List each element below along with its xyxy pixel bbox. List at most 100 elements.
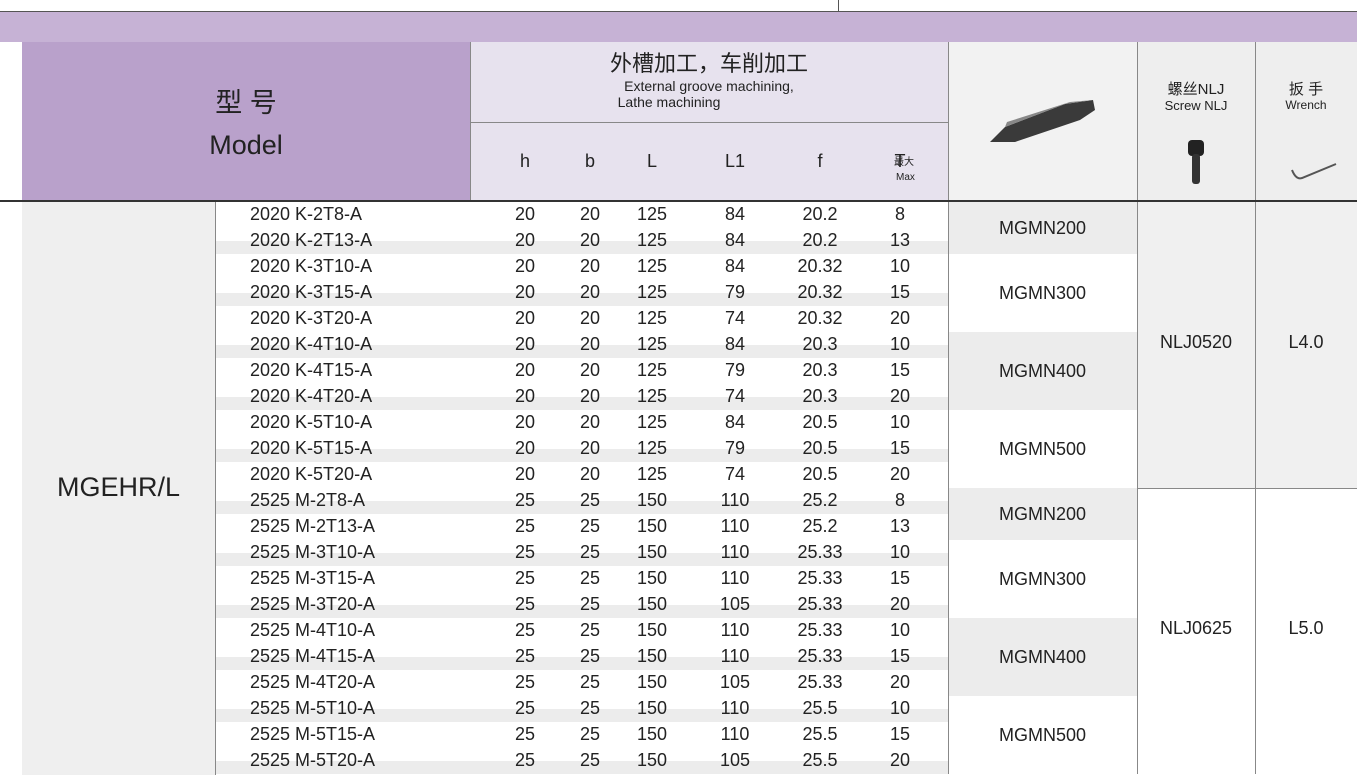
row-stripe	[215, 709, 948, 722]
cell-value: 20	[579, 230, 601, 250]
family-cell	[22, 202, 215, 775]
cell-value: 20.3	[802, 386, 838, 406]
row-stripe	[215, 501, 948, 514]
row-stripe	[215, 657, 948, 670]
cell-value: 25	[579, 490, 601, 510]
model-code: 2525 M-5T15-A	[250, 724, 376, 744]
cell-value: 20.32	[797, 308, 843, 328]
cell-value: 25.33	[797, 594, 843, 614]
cell-value: 125	[636, 412, 668, 432]
cell-value: 25	[579, 646, 601, 666]
wrench-header	[1255, 42, 1357, 200]
model-code: 2020 K-4T10-A	[250, 334, 373, 354]
cell-value: 150	[636, 724, 668, 744]
model-code: 2020 K-3T10-A	[250, 256, 373, 276]
insert: MGMN200	[998, 504, 1087, 524]
cell-value: 8	[894, 490, 905, 510]
screw-cn: 螺丝NLJ	[1167, 81, 1225, 98]
family: MGEHR/L	[56, 472, 181, 502]
cell-value: 110	[720, 620, 750, 640]
cell-value: 25	[514, 750, 536, 770]
cell-value: 125	[636, 334, 668, 354]
cell-value: 25.5	[802, 750, 838, 770]
cell-value: 20	[514, 256, 536, 276]
purple-band	[0, 12, 1357, 42]
row-stripe	[215, 553, 948, 566]
wrench: L5.0	[1288, 618, 1324, 638]
insert-cell	[948, 618, 1137, 696]
wrench-icon	[1291, 163, 1337, 180]
cell-value: 10	[889, 620, 911, 640]
cell-value: 84	[724, 256, 746, 276]
cell-value: 74	[724, 464, 746, 484]
cell-value: 150	[636, 698, 668, 718]
cell-value: 74	[724, 308, 746, 328]
cell-value: 20	[579, 308, 601, 328]
cell-value: 25.5	[802, 724, 838, 744]
cell-value: 84	[724, 204, 746, 224]
insert-cell	[948, 202, 1137, 254]
cell-value: 20	[579, 256, 601, 276]
cell-value: 25	[579, 568, 601, 588]
cell-value: 20	[579, 204, 601, 224]
cell-value: 20	[579, 464, 601, 484]
screw-cell	[1137, 488, 1255, 774]
column-header: f	[817, 151, 823, 171]
cell-value: 150	[636, 594, 668, 614]
cell-value: 25	[514, 672, 536, 692]
cell-value: 105	[719, 672, 751, 692]
cell-value: 20	[889, 464, 911, 484]
screw-en: Screw NLJ	[1164, 98, 1228, 113]
cell-value: 20.5	[802, 438, 838, 458]
cell-value: 20	[514, 230, 536, 250]
model-code: 2525 M-2T13-A	[250, 516, 376, 536]
model-code: 2020 K-3T15-A	[250, 282, 373, 302]
model-code: 2525 M-5T20-A	[250, 750, 376, 770]
cell-value: 105	[719, 594, 751, 614]
insert: MGMN400	[998, 361, 1087, 381]
cell-value: 25.5	[802, 698, 838, 718]
cell-value: 20	[579, 282, 601, 302]
top-strip	[0, 0, 1357, 12]
wrench-cell	[1255, 202, 1357, 488]
cell-value: 150	[636, 620, 668, 640]
cell-value: 110	[720, 542, 750, 562]
model-cn: 型 号	[215, 88, 277, 118]
cell-value: 150	[636, 568, 668, 588]
cell-value: 20.3	[802, 334, 838, 354]
group-cn: 外槽加工，车削加工	[609, 51, 808, 76]
insert-cell	[948, 540, 1137, 618]
column-header: T	[894, 151, 906, 171]
cell-value: 25	[579, 672, 601, 692]
cell-value: 79	[724, 360, 746, 380]
cell-value: 125	[636, 464, 668, 484]
cell-value: 15	[889, 438, 911, 458]
screw-icon	[1188, 140, 1204, 184]
cell-value: 25.33	[797, 646, 843, 666]
cell-value: 20	[514, 308, 536, 328]
cell-value: 20	[889, 594, 911, 614]
cell-value: 84	[724, 412, 746, 432]
insert-cell	[948, 254, 1137, 332]
cell-value: 110	[720, 698, 750, 718]
cell-value: 25	[514, 724, 536, 744]
cell-value: 25	[514, 594, 536, 614]
model-code: 2020 K-2T13-A	[250, 230, 373, 250]
cell-value: 20.2	[802, 204, 838, 224]
cell-value: 25.2	[802, 490, 838, 510]
group-divider	[470, 122, 948, 123]
t-sub-cn: 最大	[894, 157, 914, 168]
model-code: 2020 K-5T10-A	[250, 412, 373, 432]
insert-cell	[948, 410, 1137, 488]
cell-value: 150	[636, 542, 668, 562]
group-en: External groove machining,	[624, 78, 794, 94]
column-header: L1	[724, 151, 746, 171]
cell-value: 25	[514, 516, 536, 536]
cell-value: 74	[724, 386, 746, 406]
cell-value: 20	[579, 438, 601, 458]
cell-value: 10	[889, 412, 911, 432]
model-code: 2525 M-2T8-A	[250, 490, 366, 510]
model-code: 2525 M-4T15-A	[250, 646, 376, 666]
row-stripe	[215, 293, 948, 306]
cell-value: 13	[889, 230, 911, 250]
